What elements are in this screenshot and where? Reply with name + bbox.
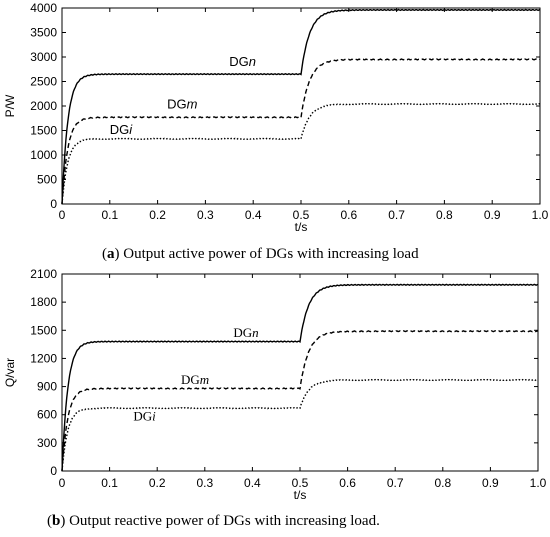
x-tick-label: 0.5 [293,208,310,222]
x-tick-label: 0.2 [149,476,166,490]
y-tick-label: 300 [37,436,57,450]
y-axis-label: P/W [3,94,17,117]
y-tick-label: 4000 [30,1,57,15]
x-tick-label: 0.3 [197,208,214,222]
series-line-DGm [61,58,541,204]
series-line-DGm [61,330,539,471]
x-tick-label: 0.7 [388,208,405,222]
x-tick-label: 1.0 [530,476,547,490]
series-label-DGm: DGm [181,372,209,387]
x-tick-label: 0.8 [434,476,451,490]
series-label-DGn: DGn [233,325,258,340]
series-line-DGi [61,378,539,471]
y-tick-label: 1500 [30,124,57,138]
series-label-DGm: DGm [167,96,198,111]
x-tick-label: 0.6 [339,476,356,490]
y-tick-label: 0 [50,464,57,478]
plot-frame [61,273,539,472]
x-tick-label: 0.7 [387,476,404,490]
x-tick-label: 0.3 [196,476,213,490]
x-tick-label: 0.1 [101,476,118,490]
x-tick-label: 0.5 [292,476,309,490]
y-tick-label: 3500 [30,26,57,40]
x-tick-label: 0.4 [245,208,262,222]
y-tick-label: 900 [37,380,57,394]
y-axis-label: Q/var [3,358,17,387]
x-tick-label: 0.8 [436,208,453,222]
x-axis-label: t/s [295,220,308,234]
y-tick-label: 1200 [30,351,57,365]
figure-caption: (b) Output reactive power of DGs with in… [47,513,380,529]
y-tick-label: 1800 [30,295,57,309]
x-tick-label: 0.9 [484,208,501,222]
series-label-DGn: DGn [229,54,256,69]
y-tick-label: 600 [37,408,57,422]
x-tick-label: 0.9 [482,476,499,490]
series-line-DGi [61,102,541,204]
chart-panel-b: 0 0.1 0.2 0.3 0.4 0.5 0.6 0.7 0.8 0.9 1.0 0 300 600 90… [3,267,547,529]
y-tick-label: 500 [37,173,57,187]
series-label-DGi: DGi [110,122,134,137]
series-line-DGn [61,283,539,472]
x-tick-label: 0.1 [101,208,118,222]
plot-frame [61,7,541,205]
x-tick-label: 0.2 [149,208,166,222]
chart-panel-a: 0 0.1 0.2 0.3 0.4 0.5 0.6 0.7 0.8 0.9 1.0 0 500 1000 1… [3,1,549,262]
series-label-DGi: DGi [133,408,156,423]
y-tick-label: 2000 [30,99,57,113]
x-tick-label: 0 [59,476,66,490]
y-tick-label: 1000 [30,148,57,162]
figure-caption: (a) Output active power of DGs with incr… [102,246,419,262]
x-tick-label: 0.4 [244,476,261,490]
x-tick-label: 1.0 [532,208,549,222]
y-tick-label: 1500 [30,323,57,337]
x-tick-label: 0.6 [340,208,357,222]
y-tick-label: 2500 [30,75,57,89]
y-tick-label: 2100 [30,267,57,281]
series-line-DGn [61,8,541,205]
x-axis-label: t/s [294,488,307,502]
y-tick-label: 3000 [30,50,57,64]
x-tick-label: 0 [59,208,66,222]
y-tick-label: 0 [50,197,57,211]
